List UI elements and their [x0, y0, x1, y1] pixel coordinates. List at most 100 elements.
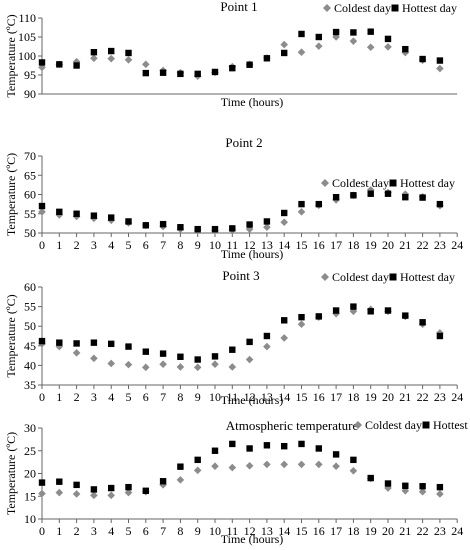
x-tick-label: 12	[244, 524, 256, 538]
x-tick-label: 6	[143, 238, 149, 252]
x-tick-label: 20	[382, 238, 394, 252]
data-point-hottest-day	[229, 440, 236, 448]
y-tick-label: 45	[24, 339, 36, 353]
data-point-coldest-day	[159, 360, 167, 369]
data-point-hottest-day	[73, 340, 80, 347]
data-point-coldest-day	[90, 491, 98, 500]
data-point-coldest-day	[107, 54, 115, 63]
x-tick-label: 4	[108, 238, 114, 252]
data-point-coldest-day	[332, 462, 340, 471]
data-point-hottest-day	[38, 337, 46, 345]
data-point-coldest-day	[349, 466, 358, 475]
data-point-hottest-day	[281, 209, 288, 217]
data-point-hottest-day	[73, 62, 80, 69]
data-point-hottest-day	[73, 481, 80, 489]
data-point-hottest-day	[177, 70, 184, 78]
data-point-hottest-day	[402, 312, 409, 319]
data-point-hottest-day	[125, 483, 132, 491]
x-tick-label: 12	[244, 238, 256, 252]
x-tick-label: 0	[39, 238, 45, 252]
data-point-coldest-day	[90, 54, 98, 63]
data-point-coldest-day	[124, 56, 133, 64]
data-point-hottest-day	[159, 69, 167, 76]
data-point-hottest-day	[90, 339, 98, 346]
data-point-hottest-day	[332, 307, 340, 314]
data-point-coldest-day	[297, 208, 306, 216]
data-point-coldest-day	[418, 487, 427, 496]
data-point-hottest-day	[194, 356, 201, 363]
data-point-hottest-day	[350, 303, 357, 310]
data-point-hottest-day	[298, 200, 305, 208]
x-tick-label: 8	[177, 238, 183, 252]
data-point-coldest-day	[90, 354, 98, 363]
data-point-hottest-day	[125, 343, 132, 350]
x-tick-label: 17	[330, 524, 342, 538]
data-point-hottest-day	[263, 55, 271, 62]
data-point-hottest-day	[402, 45, 409, 53]
x-tick-label: 5	[126, 524, 132, 538]
data-point-hottest-day	[194, 225, 201, 233]
data-point-coldest-day	[366, 43, 375, 52]
data-point-coldest-day	[436, 490, 444, 498]
x-tick-label: 8	[177, 390, 183, 404]
data-point-coldest-day	[72, 349, 81, 357]
data-point-coldest-day	[55, 488, 64, 497]
data-point-hottest-day	[263, 218, 271, 225]
y-tick-label: 95	[24, 68, 36, 82]
x-tick-label: 11	[227, 238, 239, 252]
x-tick-label: 18	[347, 390, 359, 404]
data-point-hottest-day	[177, 224, 184, 231]
x-tick-label: 21	[399, 238, 411, 252]
data-point-coldest-day	[72, 490, 81, 498]
legend-label-hottest-day: Hottest day	[433, 418, 470, 432]
data-point-coldest-day	[124, 488, 133, 497]
data-point-coldest-day	[245, 355, 254, 364]
x-tick-label: 23	[434, 524, 446, 538]
x-tick-label: 3	[91, 238, 97, 252]
x-tick-label: 24	[451, 524, 463, 538]
legend-label-hottest-day: Hottest day	[400, 270, 455, 284]
y-tick-label: 105	[18, 30, 36, 44]
x-tick-label: 6	[143, 390, 149, 404]
data-point-coldest-day	[263, 223, 271, 232]
data-point-hottest-day	[315, 445, 322, 452]
data-point-hottest-day	[142, 69, 149, 77]
data-point-hottest-day	[56, 339, 63, 346]
data-point-hottest-day	[367, 308, 374, 315]
data-point-hottest-day	[56, 208, 63, 216]
x-tick-label: 14	[278, 238, 290, 252]
legend-marker-hottest	[391, 4, 399, 12]
x-tick-label: 11	[227, 524, 239, 538]
y-tick-label: 55	[24, 300, 36, 314]
y-axis-label: Temperature (ºC)	[4, 294, 18, 377]
x-tick-label: 10	[209, 390, 221, 404]
x-tick-label: 15	[296, 238, 308, 252]
data-point-hottest-day	[177, 463, 184, 470]
data-point-hottest-day	[142, 487, 149, 494]
y-tick-label: 40	[24, 358, 36, 372]
data-point-hottest-day	[419, 483, 426, 490]
data-point-hottest-day	[419, 55, 426, 63]
data-point-hottest-day	[402, 482, 409, 489]
data-point-coldest-day	[38, 208, 46, 216]
x-tick-label: 11	[227, 390, 239, 404]
data-point-coldest-day	[263, 342, 271, 351]
y-tick-label: 90	[24, 87, 36, 101]
chart-title: Point 2	[225, 135, 262, 150]
x-tick-label: 4	[108, 524, 114, 538]
data-point-hottest-day	[177, 353, 184, 360]
data-point-hottest-day	[211, 68, 219, 76]
x-axis-label: Time (hours)	[221, 393, 284, 407]
data-point-coldest-day	[297, 460, 306, 469]
data-point-hottest-day	[194, 70, 201, 78]
data-point-hottest-day	[56, 61, 63, 68]
y-tick-label: 60	[24, 188, 36, 202]
data-point-coldest-day	[315, 460, 323, 469]
data-point-coldest-day	[245, 461, 254, 470]
x-tick-label: 23	[434, 238, 446, 252]
data-point-hottest-day	[281, 49, 288, 57]
legend-marker-hottest	[389, 273, 397, 281]
